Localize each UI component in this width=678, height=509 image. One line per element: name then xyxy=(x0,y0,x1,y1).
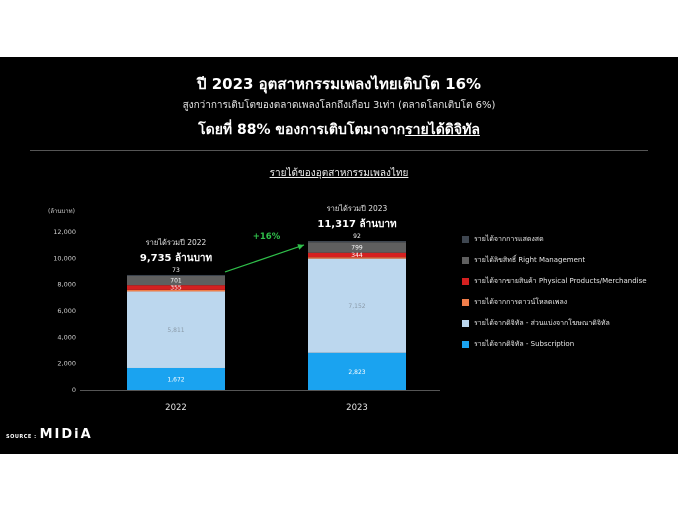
bar-segment-2023-series-0 xyxy=(308,352,406,390)
slide-highlight: โดยที่ 88% ของการเติบโตมาจากรายได้ดิจิทั… xyxy=(0,119,678,141)
x-tick-label: 2022 xyxy=(165,403,187,413)
legend-label: รายได้ลิขสิทธิ์ Right Management xyxy=(474,256,586,264)
slide-title: ปี 2023 อุตสาหกรรมเพลงไทยเติบโต 16% xyxy=(196,75,482,93)
x-tick-label: 2023 xyxy=(346,403,368,413)
legend-item: รายได้จากขายสินค้า Physical Products/Mer… xyxy=(462,276,672,287)
bar-segment-2022-series-3 xyxy=(127,285,225,290)
midia-logo: MIDiA xyxy=(39,427,93,442)
legend-item: รายได้ลิขสิทธิ์ Right Management xyxy=(462,255,672,266)
bar-segment-2023-series-2 xyxy=(308,257,406,259)
bar-segment-2023-series-5 xyxy=(308,240,406,243)
y-axis-label: (ล้านบาท) xyxy=(48,208,75,215)
bar-segment-2022-series-1 xyxy=(127,291,225,368)
y-tick-label: 6,000 xyxy=(57,307,76,315)
highlight-prefix: โดยที่ 88% xyxy=(198,122,271,138)
data-label: 701 xyxy=(170,278,182,285)
source-credit: SOURCE : MIDiA xyxy=(6,427,93,442)
bar-segment-2022-series-5 xyxy=(127,274,225,276)
bar-segment-2022-series-4 xyxy=(127,275,225,286)
bar-segment-2022-series-0 xyxy=(127,367,225,390)
bar-segment-2023-series-4 xyxy=(308,242,406,253)
slide: ปี 2023 อุตสาหกรรมเพลงไทยเติบโต 16% สูงก… xyxy=(0,57,678,454)
data-label: 799 xyxy=(351,244,363,251)
source-label: SOURCE : xyxy=(6,434,37,440)
legend-label: รายได้จากขายสินค้า Physical Products/Mer… xyxy=(474,277,647,285)
legend-label: รายได้จากดิจิทัล - Subscription xyxy=(474,340,575,348)
header-divider xyxy=(30,150,648,151)
slide-subtitle: สูงกว่าการเติบโตของตลาดเพลงโลกถึงเกือบ 3… xyxy=(182,100,496,111)
y-tick-label: 8,000 xyxy=(57,281,76,289)
data-label: 92 xyxy=(353,233,361,240)
y-tick-label: 4,000 xyxy=(57,333,76,341)
total-value: 11,317 ล้านบาท xyxy=(317,218,397,230)
highlight-suffix: รายได้ดิจิทัล xyxy=(405,122,480,138)
y-tick-label: 0 xyxy=(72,386,76,394)
legend-label: รายได้จากการแสดงสด xyxy=(474,235,544,243)
bar-segment-2023-series-1 xyxy=(308,258,406,353)
legend-swatch xyxy=(462,278,469,285)
data-label: 5,811 xyxy=(167,327,184,334)
legend-item: รายได้จากดิจิทัล - Subscription xyxy=(462,339,672,350)
total-caption: รายได้รวมปี 2022 xyxy=(146,238,207,247)
bar-segment-2023-series-3 xyxy=(308,252,406,258)
legend-swatch xyxy=(462,320,469,327)
legend-label: รายได้จากการดาวน์โหลดเพลง xyxy=(474,298,568,306)
data-label: 2,823 xyxy=(348,369,365,376)
legend-item: รายได้จากการแสดงสด xyxy=(462,234,672,245)
legend-swatch xyxy=(462,257,469,264)
legend-swatch xyxy=(462,236,469,243)
growth-arrow-head xyxy=(297,244,304,250)
growth-label: +16% xyxy=(253,232,281,242)
legend-swatch xyxy=(462,299,469,306)
data-label: 1,672 xyxy=(167,376,184,383)
data-label: 355 xyxy=(170,285,182,292)
chart-title: รายได้ของอุตสาหกรรมเพลงไทย xyxy=(269,168,409,179)
legend-item: รายได้จากดิจิทัล - ส่วนแบ่งจากโฆษณาดิจิท… xyxy=(462,318,672,329)
highlight-middle: ของการเติบโตมาจาก xyxy=(270,122,406,138)
total-caption: รายได้รวมปี 2023 xyxy=(327,204,388,213)
stacked-bar-chart: (ล้านบาท) 0 2,000 4,000 6,000 8,000 10,000 12,0… xyxy=(48,204,440,413)
growth-arrow-line xyxy=(224,244,305,273)
chart-legend: รายได้จากการแสดงสดรายได้ลิขสิทธิ์ Right … xyxy=(462,234,672,360)
y-tick-label: 2,000 xyxy=(57,360,76,368)
y-tick-label: 10,000 xyxy=(53,254,76,262)
data-label: 73 xyxy=(172,267,180,274)
bar-segment-2022-series-2 xyxy=(127,289,225,292)
legend-item: รายได้จากการดาวน์โหลดเพลง xyxy=(462,297,672,308)
total-value: 9,735 ล้านบาท xyxy=(140,252,213,264)
legend-label: รายได้จากดิจิทัล - ส่วนแบ่งจากโฆษณาดิจิท… xyxy=(474,319,610,327)
data-label: 7,152 xyxy=(348,303,365,310)
y-tick-label: 12,000 xyxy=(53,228,76,236)
data-label: 344 xyxy=(351,252,363,259)
legend-swatch xyxy=(462,341,469,348)
